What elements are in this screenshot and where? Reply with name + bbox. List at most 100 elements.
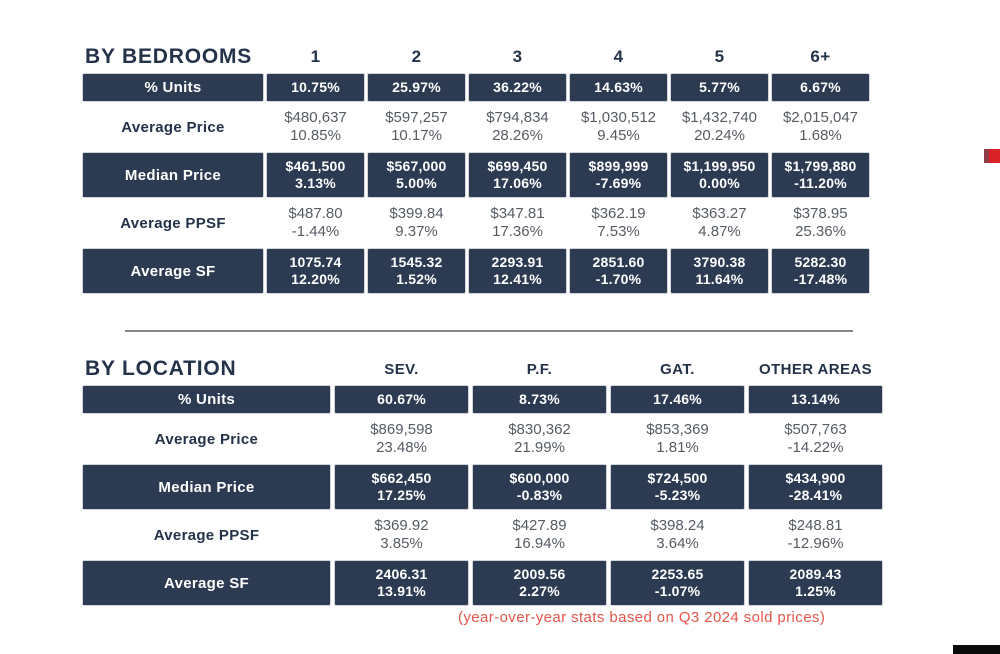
stat-row: Average Price $869,598 23.48% $830,362 21.99…	[83, 416, 882, 462]
cell-value: $399.84	[389, 205, 444, 223]
stat-cell: 2253.65 -1.07%	[611, 561, 744, 605]
column-header: 3	[512, 47, 523, 66]
cell-yoy-percent: 17.06%	[493, 175, 542, 191]
stat-cell: $600,000 -0.83%	[473, 465, 606, 509]
cell-yoy-percent: 17.25%	[377, 487, 426, 503]
section-by-location: BY LOCATION SEV. P.F. GAT. OTHER AREAS % Unit…	[83, 356, 882, 608]
cell-value: 1075.74	[289, 254, 342, 271]
cell-yoy-percent: -1.44%	[291, 223, 340, 240]
cell-value: $2,015,047	[782, 109, 859, 127]
cell-yoy-percent: 11.64%	[695, 271, 744, 287]
row-label: Average SF	[83, 561, 330, 605]
cell-yoy-percent: -12.96%	[787, 535, 844, 552]
cell-yoy-percent: -28.41%	[788, 487, 843, 503]
cell-yoy-percent: 20.24%	[694, 127, 745, 144]
stat-row: % Units 10.75% 25.97% 36.22% 14.63% 5.77% 6.67…	[83, 74, 869, 101]
column-header: OTHER AREAS	[758, 360, 873, 378]
stat-cell: $507,763 -14.22%	[749, 416, 882, 462]
stat-cell: $363.27 4.87%	[671, 200, 768, 246]
row-label: Median Price	[83, 153, 263, 197]
stat-cell: $1,799,880 -11.20%	[772, 153, 869, 197]
stat-cell: 25.97%	[368, 74, 465, 101]
cell-yoy-percent: -1.07%	[654, 583, 701, 599]
stat-cell: 10.75%	[267, 74, 364, 101]
cell-value: $600,000	[509, 470, 570, 487]
cell-value: $1,799,880	[784, 158, 857, 175]
stat-cell: $480,637 10.85%	[267, 104, 364, 150]
column-header: 6+	[810, 47, 831, 66]
column-header: 2	[411, 47, 422, 66]
stat-row: Average PPSF $369.92 3.85% $427.89 16.94% $39…	[83, 512, 882, 558]
cell-value: $427.89	[512, 517, 567, 535]
stat-cell: 60.67%	[335, 386, 468, 413]
cell-yoy-percent: -1.70%	[595, 271, 642, 287]
cell-value: $597,257	[385, 109, 448, 127]
cell-yoy-percent: 3.85%	[380, 535, 423, 552]
cell-value: $378.95	[793, 205, 848, 223]
stat-cell: $378.95 25.36%	[772, 200, 869, 246]
footnote-yoy-stats: (year-over-year stats based on Q3 2024 s…	[458, 609, 826, 626]
cell-value: 2089.43	[789, 566, 842, 583]
cell-value: $1,030,512	[580, 109, 657, 127]
stat-cell: 2851.60 -1.70%	[570, 249, 667, 293]
stat-cell: 6.67%	[772, 74, 869, 101]
stat-cell: $248.81 -12.96%	[749, 512, 882, 558]
stat-row: Average SF 2406.31 13.91% 2009.56 2.27% 2253.…	[83, 561, 882, 605]
stat-cell: 14.63%	[570, 74, 667, 101]
cell-value: $853,369	[646, 421, 709, 439]
stat-cell: $794,834 28.26%	[469, 104, 566, 150]
stat-cell: $853,369 1.81%	[611, 416, 744, 462]
stat-row: % Units 60.67% 8.73% 17.46% 13.14%	[83, 386, 882, 413]
cell-yoy-percent: 12.41%	[493, 271, 542, 287]
cell-value: $794,834	[486, 109, 549, 127]
stat-cell: $699,450 17.06%	[469, 153, 566, 197]
cell-value: 2009.56	[513, 566, 566, 583]
cell-value: $347.81	[490, 205, 545, 223]
stat-row: Average SF 1075.74 12.20% 1545.32 1.52% 2293.…	[83, 249, 869, 293]
cell-yoy-percent: -17.48%	[793, 271, 848, 287]
cell-yoy-percent: -0.83%	[516, 487, 563, 503]
stat-cell: 1075.74 12.20%	[267, 249, 364, 293]
cell-yoy-percent: 4.87%	[698, 223, 741, 240]
stat-cell: 5.77%	[671, 74, 768, 101]
cell-value: $434,900	[785, 470, 846, 487]
cell-value: $369.92	[374, 517, 429, 535]
stat-cell: $369.92 3.85%	[335, 512, 468, 558]
stat-row: Median Price $461,500 3.13% $567,000 5.00% $6…	[83, 153, 869, 197]
cell-value: 5282.30	[794, 254, 847, 271]
column-header: 1	[310, 47, 321, 66]
cell-yoy-percent: 2.27%	[519, 583, 560, 599]
cell-yoy-percent: 9.45%	[597, 127, 640, 144]
cell-value: $480,637	[284, 109, 347, 127]
cell-value: 13.14%	[791, 391, 840, 408]
row-label: Average PPSF	[153, 526, 260, 544]
cell-yoy-percent: 3.64%	[656, 535, 699, 552]
stat-cell: $487.80 -1.44%	[267, 200, 364, 246]
cell-value: $1,432,740	[681, 109, 758, 127]
cell-value: $662,450	[371, 470, 432, 487]
stat-cell: 2406.31 13.91%	[335, 561, 468, 605]
stat-cell: $461,500 3.13%	[267, 153, 364, 197]
cell-yoy-percent: 1.52%	[396, 271, 437, 287]
cell-value: $362.19	[591, 205, 646, 223]
stat-cell: $2,015,047 1.68%	[772, 104, 869, 150]
cell-yoy-percent: 13.91%	[377, 583, 426, 599]
stat-cell: 5282.30 -17.48%	[772, 249, 869, 293]
cell-value: 17.46%	[653, 391, 702, 408]
cell-value: 3790.38	[693, 254, 746, 271]
stat-cell: 2089.43 1.25%	[749, 561, 882, 605]
cell-value: 10.75%	[291, 79, 340, 96]
cell-value: 25.97%	[392, 79, 441, 96]
cell-value: $461,500	[285, 158, 346, 175]
cell-yoy-percent: -5.23%	[654, 487, 701, 503]
cell-value: 2406.31	[375, 566, 428, 583]
stat-cell: $1,030,512 9.45%	[570, 104, 667, 150]
stat-cell: $899,999 -7.69%	[570, 153, 667, 197]
stat-cell: 3790.38 11.64%	[671, 249, 768, 293]
table-header-row: BY LOCATION SEV. P.F. GAT. OTHER AREAS	[83, 356, 882, 382]
column-header: P.F.	[526, 360, 553, 378]
cell-value: 60.67%	[377, 391, 426, 408]
section-title: BY BEDROOMS	[85, 45, 253, 68]
cell-value: $363.27	[692, 205, 747, 223]
cell-value: $724,500	[647, 470, 708, 487]
